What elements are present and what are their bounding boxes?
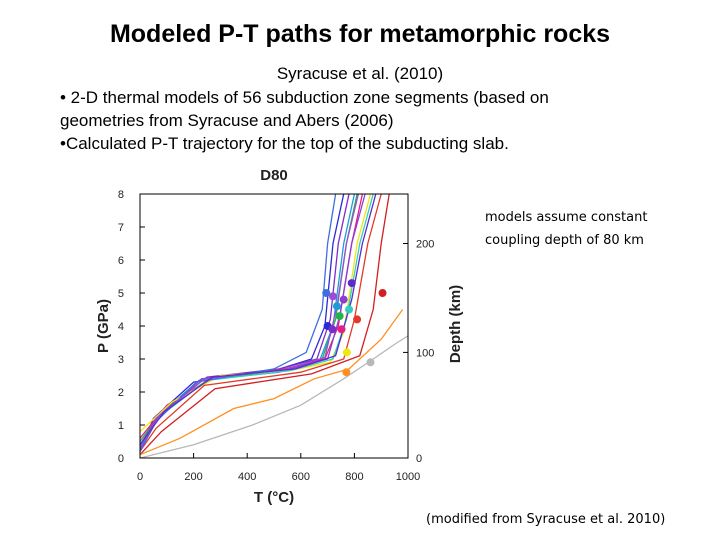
slide-title: Modeled P-T paths for metamorphic rocks [109, 20, 611, 48]
series-marker [378, 289, 387, 297]
x-tick-label: 1000 [396, 471, 420, 483]
note-line: models assume constant [485, 210, 648, 225]
y-axis-label: P (GPa) [95, 299, 112, 353]
series-marker [342, 348, 351, 357]
y-tick-label: 4 [118, 321, 124, 333]
x-tick-label: 200 [184, 471, 202, 483]
series-marker [339, 295, 348, 304]
series-line [140, 309, 404, 456]
y2-tick-label: 100 [416, 347, 434, 359]
series-line [140, 194, 382, 452]
series-line [140, 194, 390, 456]
y-tick-label: 0 [118, 453, 124, 465]
y-tick-label: 5 [118, 288, 124, 300]
x-tick-label: 400 [238, 471, 256, 483]
series-marker [366, 358, 375, 367]
x-tick-label: 800 [345, 471, 363, 483]
series-line [140, 194, 356, 449]
y-tick-label: 3 [118, 354, 124, 366]
series-marker [345, 305, 354, 314]
series-marker [332, 302, 341, 311]
series-line [140, 194, 377, 446]
y2-tick-label: 0 [416, 453, 422, 465]
series-line [140, 335, 408, 458]
y-tick-label: 6 [118, 255, 124, 267]
series-line [140, 194, 366, 449]
series-line [140, 194, 337, 452]
series-line [140, 194, 345, 452]
series-marker [342, 368, 351, 377]
credit-line: (modified from Syracuse et al. 2010) [426, 512, 666, 527]
bullet-line: • 2-D thermal models of 56 subduction zo… [60, 88, 549, 107]
series-marker [328, 292, 337, 301]
series-marker [347, 279, 356, 288]
y-tick-label: 2 [118, 387, 124, 399]
bullet-list: • 2-D thermal models of 56 subduction zo… [60, 86, 680, 155]
x-tick-label: 600 [292, 471, 310, 483]
pt-chart: 0 200 400 600 800 1000 0 1 2 3 4 5 6 7 8 0 100 200 D80 T (°… [95, 167, 464, 506]
y2-tick-label: 200 [416, 239, 434, 251]
y-tick-label: 1 [118, 420, 124, 432]
y-tick-label: 8 [118, 189, 124, 201]
chart-title: D80 [260, 167, 288, 184]
series-marker [353, 315, 362, 324]
series-marker [328, 325, 337, 334]
y2-axis-label: Depth (km) [447, 285, 464, 363]
x-tick-label: 0 [137, 471, 143, 483]
series-marker [335, 312, 344, 321]
y-tick-label: 7 [118, 222, 124, 234]
series-marker [337, 325, 346, 334]
bullet-line: geometries from Syracuse and Abers (2006… [60, 111, 394, 130]
x-axis-label: T (°C) [254, 489, 294, 506]
series-marker [322, 289, 331, 297]
coupling-note: models assume constant coupling depth of… [485, 206, 705, 252]
bullet-line: •Calculated P-T trajectory for the top o… [60, 134, 509, 153]
note-line: coupling depth of 80 km [485, 233, 644, 248]
citation: Syracuse et al. (2010) [276, 64, 444, 83]
